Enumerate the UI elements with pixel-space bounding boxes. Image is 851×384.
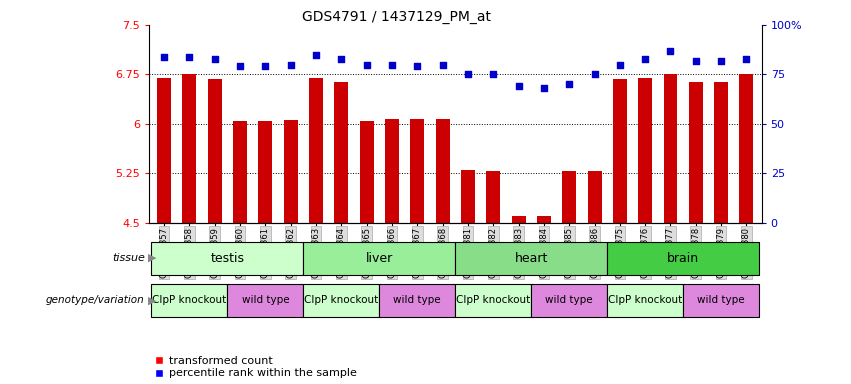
Point bbox=[487, 71, 500, 78]
Point bbox=[157, 53, 171, 60]
Point bbox=[436, 61, 449, 68]
Text: genotype/variation: genotype/variation bbox=[46, 295, 145, 305]
Text: heart: heart bbox=[515, 252, 548, 265]
Bar bbox=[410, 119, 425, 223]
Point bbox=[714, 58, 728, 64]
Bar bbox=[613, 79, 627, 223]
Bar bbox=[714, 82, 728, 223]
Bar bbox=[283, 120, 298, 223]
Point bbox=[588, 71, 602, 78]
Bar bbox=[608, 242, 759, 275]
Text: ClpP knockout: ClpP knockout bbox=[152, 295, 226, 306]
Bar bbox=[608, 284, 683, 317]
Text: liver: liver bbox=[366, 252, 393, 265]
Text: wild type: wild type bbox=[242, 295, 289, 306]
Bar bbox=[385, 119, 399, 223]
Bar bbox=[531, 284, 608, 317]
Text: testis: testis bbox=[210, 252, 244, 265]
Text: ▶: ▶ bbox=[148, 253, 157, 263]
Point bbox=[511, 83, 525, 89]
Point bbox=[410, 63, 424, 70]
Point bbox=[638, 56, 652, 62]
Point bbox=[740, 56, 753, 62]
Bar bbox=[380, 284, 455, 317]
Bar bbox=[303, 242, 455, 275]
Bar bbox=[303, 284, 380, 317]
Text: ClpP knockout: ClpP knockout bbox=[608, 295, 683, 306]
Bar bbox=[227, 284, 303, 317]
Bar bbox=[208, 79, 222, 223]
Bar bbox=[740, 74, 753, 223]
Text: wild type: wild type bbox=[697, 295, 745, 306]
Point bbox=[208, 56, 221, 62]
Text: ClpP knockout: ClpP knockout bbox=[304, 295, 379, 306]
Bar bbox=[587, 171, 602, 223]
Text: ClpP knockout: ClpP knockout bbox=[456, 295, 530, 306]
Bar bbox=[563, 171, 576, 223]
Legend: transformed count, percentile rank within the sample: transformed count, percentile rank withi… bbox=[155, 356, 357, 379]
Bar bbox=[511, 216, 526, 223]
Text: GDS4791 / 1437129_PM_at: GDS4791 / 1437129_PM_at bbox=[302, 10, 491, 24]
Bar bbox=[683, 284, 759, 317]
Point bbox=[689, 58, 703, 64]
Bar bbox=[455, 284, 531, 317]
Point bbox=[259, 63, 272, 70]
Point bbox=[664, 48, 677, 54]
Bar bbox=[486, 171, 500, 223]
Text: brain: brain bbox=[667, 252, 700, 265]
Point bbox=[233, 63, 247, 70]
Bar bbox=[259, 121, 272, 223]
Bar bbox=[182, 74, 197, 223]
Bar bbox=[157, 78, 171, 223]
Point bbox=[613, 61, 626, 68]
Bar bbox=[461, 170, 475, 223]
Point bbox=[537, 85, 551, 91]
Text: wild type: wild type bbox=[545, 295, 593, 306]
Text: tissue: tissue bbox=[111, 253, 145, 263]
Point bbox=[309, 51, 323, 58]
Bar bbox=[151, 284, 227, 317]
Bar bbox=[664, 74, 677, 223]
Point bbox=[334, 56, 348, 62]
Text: wild type: wild type bbox=[393, 295, 441, 306]
Bar bbox=[537, 216, 551, 223]
Bar bbox=[309, 78, 323, 223]
Point bbox=[284, 61, 298, 68]
Point bbox=[386, 61, 399, 68]
Point bbox=[183, 53, 197, 60]
Bar bbox=[151, 242, 303, 275]
Bar bbox=[436, 119, 449, 223]
Point bbox=[461, 71, 475, 78]
Bar bbox=[360, 121, 374, 223]
Point bbox=[360, 61, 374, 68]
Text: ▶: ▶ bbox=[148, 295, 157, 305]
Bar bbox=[334, 82, 348, 223]
Bar bbox=[688, 82, 703, 223]
Bar bbox=[638, 78, 652, 223]
Bar bbox=[233, 121, 247, 223]
Bar bbox=[455, 242, 608, 275]
Point bbox=[563, 81, 576, 88]
